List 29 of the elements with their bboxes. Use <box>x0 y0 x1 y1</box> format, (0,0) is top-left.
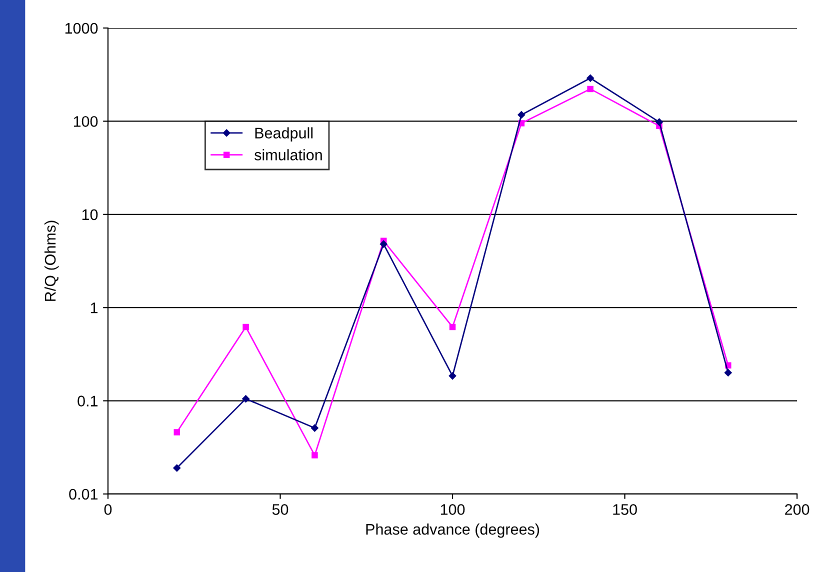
y-tick-label: 0.01 <box>69 488 98 500</box>
point <box>518 111 526 119</box>
point <box>173 464 181 472</box>
y-tick-label: 100 <box>74 116 98 127</box>
legend-label: simulation <box>254 149 322 160</box>
x-tick-label: 50 <box>272 504 288 515</box>
point <box>242 324 249 330</box>
point <box>174 429 180 436</box>
point <box>311 424 318 432</box>
y-axis-title: R/Q (Ohms) <box>44 220 59 301</box>
x-axis-title: Phase advance (degrees) <box>366 524 540 538</box>
point <box>724 369 732 376</box>
point <box>586 74 594 82</box>
point <box>242 395 250 402</box>
y-tick-label: 1 <box>90 302 98 314</box>
x-tick-label: 150 <box>613 504 637 515</box>
legend-label: Beadpull <box>255 127 313 142</box>
point <box>312 452 318 458</box>
x-tick-label: 200 <box>785 504 810 515</box>
point <box>587 86 594 92</box>
point <box>448 372 456 380</box>
x-tick-label: 100 <box>440 504 465 515</box>
point <box>656 118 663 126</box>
y-tick-label: 0.1 <box>78 396 98 406</box>
point <box>449 324 456 330</box>
y-tick-label: 1000 <box>65 22 98 34</box>
point <box>380 240 388 248</box>
y-tick-label: 10 <box>82 209 98 220</box>
x-tick-label: 0 <box>104 504 112 515</box>
